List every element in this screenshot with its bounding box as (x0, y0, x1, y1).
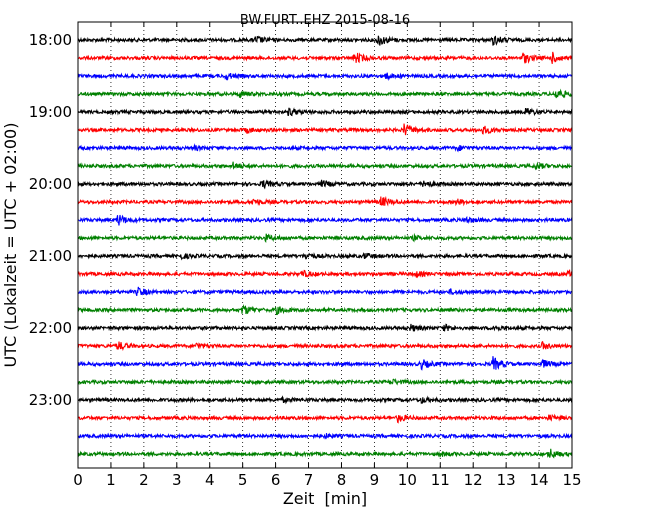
x-tick-label: 10 (398, 471, 417, 489)
x-tick-label: 7 (304, 471, 314, 489)
y-axis-label: UTC (Lokalzeit = UTC + 02:00) (1, 123, 20, 368)
trace-line (77, 214, 573, 226)
y-tick-label: 19:00 (29, 103, 72, 121)
x-tick-label: 12 (464, 471, 483, 489)
x-tick-label: 5 (238, 471, 248, 489)
x-tick-label: 14 (530, 471, 549, 489)
trace-line (77, 356, 573, 371)
x-tick-label: 6 (271, 471, 281, 489)
x-tick-label: 15 (562, 471, 581, 489)
x-axis-label: Zeit [min] (283, 489, 367, 508)
x-tick-label: 8 (337, 471, 347, 489)
y-tick-label: 20:00 (29, 175, 72, 193)
trace-line (77, 72, 573, 81)
x-tick-label: 4 (205, 471, 215, 489)
trace-line (77, 88, 573, 99)
trace-line (77, 395, 573, 405)
trace-group (77, 35, 573, 459)
x-tick-label: 1 (106, 471, 116, 489)
trace-line (77, 303, 573, 316)
trace-line (77, 179, 573, 190)
trace-line (77, 123, 573, 136)
y-axis: 18:00 19:00 20:00 21:00 22:00 23:00 (29, 31, 572, 409)
trace-line (77, 323, 573, 332)
trace-line (77, 286, 573, 296)
trace-line (77, 195, 573, 207)
x-tick-label: 9 (370, 471, 380, 489)
x-tick-label: 13 (497, 471, 516, 489)
trace-line (77, 340, 573, 352)
trace-line (77, 232, 573, 243)
trace-line (77, 269, 573, 279)
x-tick-label: 3 (172, 471, 182, 489)
trace-line (77, 107, 573, 117)
y-tick-label: 21:00 (29, 247, 72, 265)
trace-line (77, 377, 573, 386)
trace-line (77, 252, 573, 261)
y-tick-label: 18:00 (29, 31, 72, 49)
y-tick-label: 22:00 (29, 319, 72, 337)
trace-line (77, 448, 573, 459)
plot-frame (77, 21, 573, 469)
y-tick-label: 23:00 (29, 391, 72, 409)
x-tick-label: 2 (139, 471, 149, 489)
trace-line (77, 51, 573, 64)
trace-line (77, 161, 573, 171)
trace-line (77, 143, 573, 153)
trace-line (77, 35, 573, 46)
x-tick-label: 11 (431, 471, 450, 489)
trace-line (77, 432, 573, 440)
chart-title: BW.FURT..EHZ 2015-08-16 (240, 13, 410, 28)
trace-line (77, 413, 573, 424)
x-axis: 0 1 2 3 4 5 6 7 8 9 10 11 12 13 14 15 (73, 22, 582, 489)
x-tick-label: 0 (73, 471, 83, 489)
